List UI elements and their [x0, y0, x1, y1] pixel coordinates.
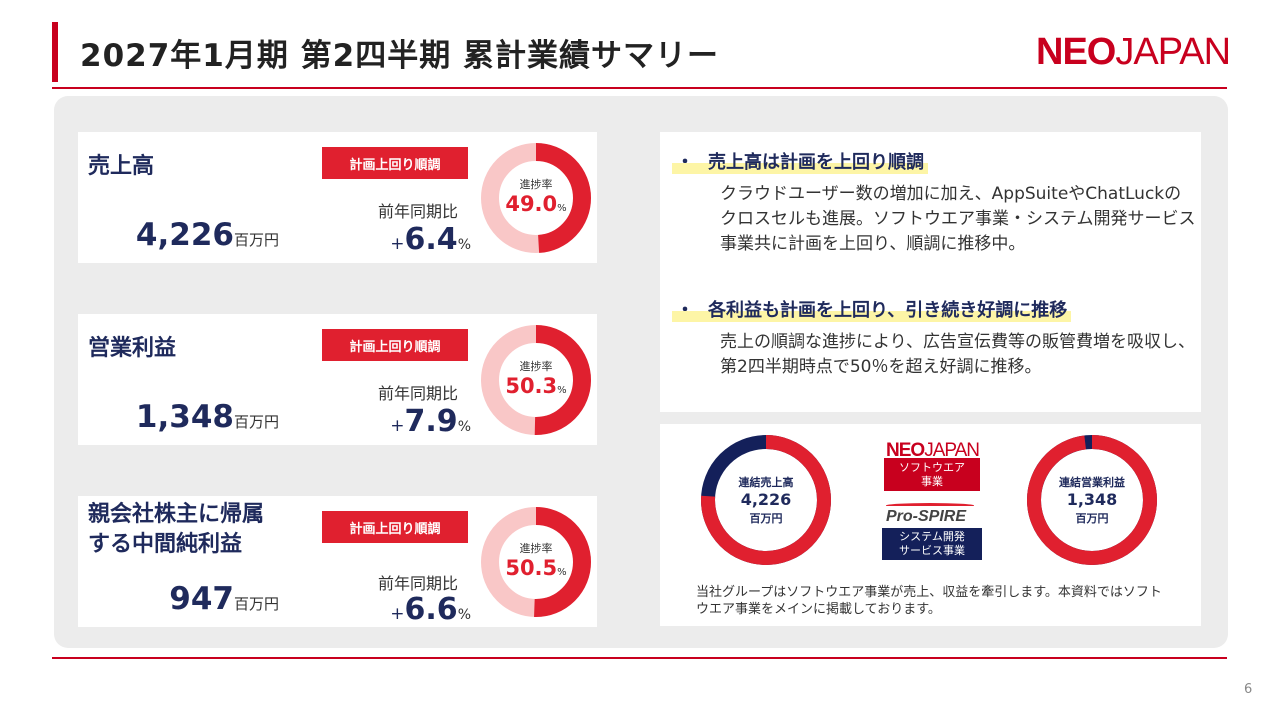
donut-software-arc — [1027, 435, 1157, 565]
plan-status-badge: 計画上回り順調 — [322, 147, 468, 179]
donut-progress-arc — [481, 143, 591, 253]
plan-status-badge: 計画上回り順調 — [322, 511, 468, 543]
neojapan-logo: NEOJAPAN — [1036, 31, 1231, 73]
kpi-value: 1,348百万円 — [135, 399, 279, 435]
yoy-label: 前年同期比 — [378, 202, 459, 221]
sales-donut-label: 連結売上高 4,226 百万円 — [738, 476, 794, 525]
donut-label: 進捗率 49.0% — [505, 177, 567, 216]
header-divider — [52, 87, 1227, 89]
segment-note: 当社グループはソフトウエア事業が売上、収益を牽引します。本資料ではソフトウエア事… — [696, 585, 1162, 617]
sales-segment-donut — [701, 435, 831, 565]
summary-body: クラウドユーザー数の増加に加え、AppSuiteやChatLuckのクロスセルも… — [720, 184, 1196, 254]
yoy-value: +6.6% — [390, 592, 471, 627]
kpi-title: 親会社株主に帰属 する中間純利益 — [88, 502, 265, 557]
donut-progress-arc — [481, 325, 591, 435]
summary-heading: 各利益も計画を上回り、引き続き好調に推移 — [672, 296, 1072, 322]
profit-donut-label: 連結営業利益 1,348 百万円 — [1059, 476, 1125, 525]
progress-donut — [481, 325, 591, 435]
donut-progress-arc — [481, 507, 591, 617]
profit-segment-donut — [1027, 435, 1157, 565]
yoy-value: +7.9% — [390, 404, 471, 439]
kpi-card-net-income: 親会社株主に帰属 する中間純利益 計画上回り順調 947百万円 前年同期比 +6.… — [78, 496, 597, 627]
progress-donut — [481, 143, 591, 253]
yoy-label: 前年同期比 — [378, 384, 459, 403]
summary-box: ・ 売上高は計画を上回り順調 クラウドユーザー数の増加に加え、AppSuiteや… — [660, 132, 1201, 412]
summary-body: 売上の順調な進捗により、広告宣伝費等の販管費増を吸収し、第2四半期時点で50％を… — [720, 332, 1195, 377]
neojapan-segment-logo: NEOJAPAN — [886, 440, 980, 461]
progress-donut — [481, 507, 591, 617]
donut-label: 進捗率 50.3% — [505, 359, 567, 398]
system-segment-label: システム開発 サービス事業 — [882, 528, 982, 560]
page-title: 2027年1月期 第2四半期 累計業績サマリー — [80, 38, 720, 74]
kpi-value: 947百万円 — [169, 581, 279, 617]
kpi-card-sales: 売上高 計画上回り順調 4,226百万円 前年同期比 +6.4% 進捗率 49.… — [78, 132, 597, 263]
donut-label: 進捗率 50.5% — [505, 541, 567, 580]
prospire-logo: Pro-SPIRE — [886, 503, 974, 526]
footer-divider — [52, 657, 1227, 659]
plan-status-badge: 計画上回り順調 — [322, 329, 468, 361]
software-segment-label: ソフトウエア 事業 — [884, 458, 980, 491]
kpi-value: 4,226百万円 — [135, 217, 279, 253]
yoy-value: +6.4% — [390, 222, 471, 257]
summary-heading: 売上高は計画を上回り順調 — [672, 148, 928, 174]
segment-box: 連結売上高 4,226 百万円 NEOJAPAN ソフトウエア 事業 Pro-SP… — [660, 424, 1201, 626]
yoy-label: 前年同期比 — [378, 574, 459, 593]
donut-software-arc — [701, 435, 831, 565]
title-accent-bar — [52, 22, 58, 82]
page-number: 6 — [1244, 682, 1253, 697]
kpi-title: 売上高 — [88, 154, 155, 179]
kpi-card-operating-profit: 営業利益 計画上回り順調 1,348百万円 前年同期比 +7.9% 進捗率 50… — [78, 314, 597, 445]
kpi-title: 営業利益 — [88, 336, 177, 361]
